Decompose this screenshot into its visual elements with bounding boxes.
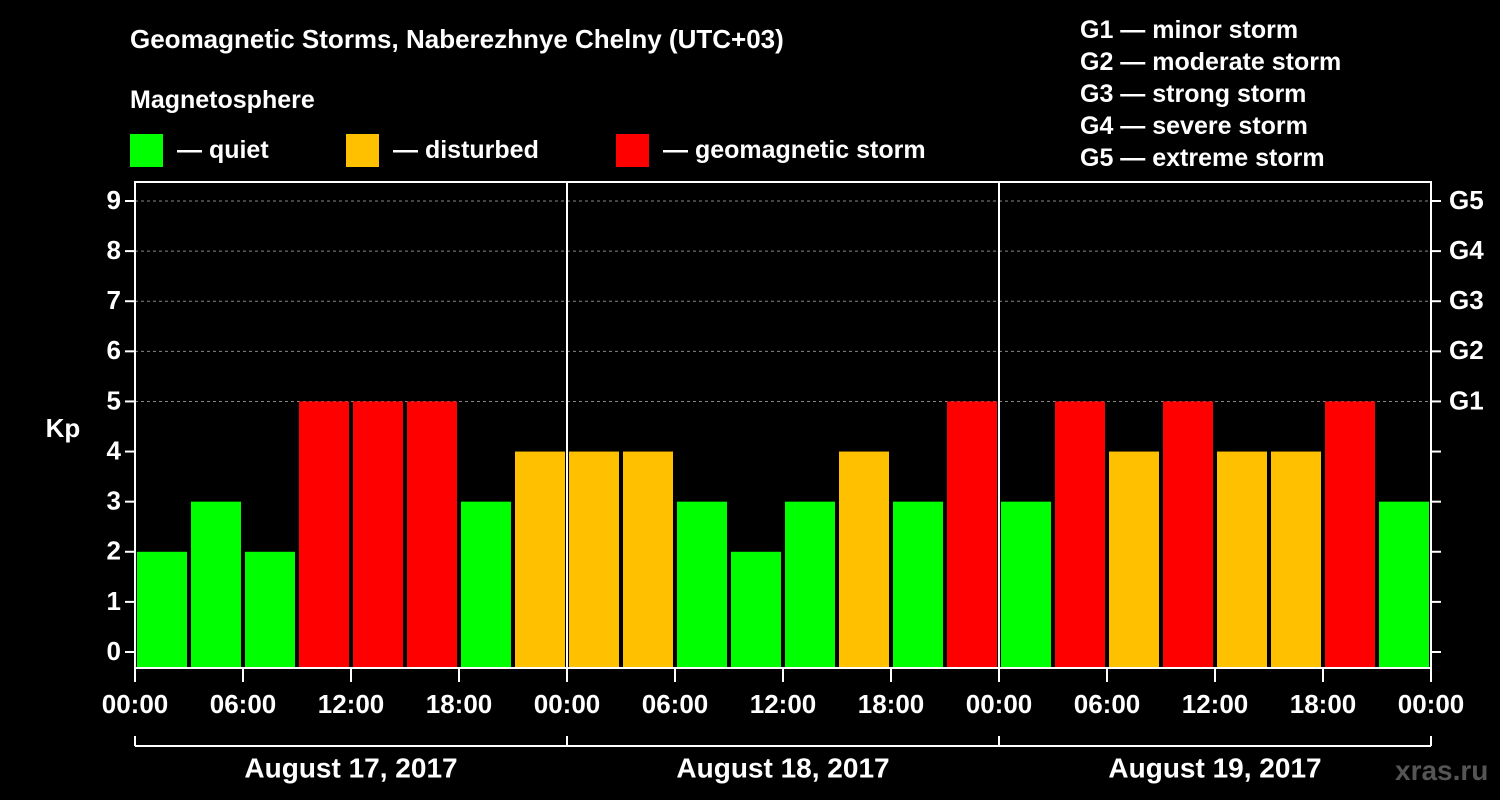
legend-label-quiet: — quiet — [177, 136, 269, 164]
y-tick-label-3: 3 — [107, 486, 121, 516]
g-scale-label-g2: G2 — [1449, 335, 1484, 365]
g-scale-legend: G1 — minor storm G2 — moderate storm G3 … — [1080, 14, 1341, 174]
kp-bar-9 — [623, 451, 673, 668]
x-tick-label-6: 12:00 — [750, 689, 817, 719]
kp-bar-4 — [353, 401, 403, 668]
y-tick-label-9: 9 — [107, 185, 121, 215]
kp-bar-1 — [191, 501, 241, 668]
legend-subtitle: Magnetosphere — [130, 86, 315, 114]
legend-label-disturbed: — disturbed — [393, 136, 539, 164]
y-tick-label-7: 7 — [107, 285, 121, 315]
y-tick-label-8: 8 — [107, 235, 121, 265]
legend-quiet: — quiet — [130, 134, 269, 167]
kp-bar-23 — [1379, 501, 1429, 668]
legend-swatch-disturbed — [346, 134, 379, 167]
day-label-2: August 19, 2017 — [1108, 752, 1321, 783]
x-tick-label-1: 06:00 — [210, 689, 277, 719]
x-tick-label-3: 18:00 — [426, 689, 493, 719]
x-tick-label-12: 00:00 — [1398, 689, 1465, 719]
g-scale-legend-g2: G2 — moderate storm — [1080, 48, 1342, 76]
g-scale-label-g5: G5 — [1449, 185, 1484, 215]
y-tick-label-2: 2 — [107, 536, 121, 566]
day-label-1: August 18, 2017 — [676, 752, 889, 783]
x-tick-label-5: 06:00 — [642, 689, 709, 719]
chart-title: Geomagnetic Storms, Naberezhnye Chelny (… — [130, 24, 784, 54]
kp-bar-16 — [1001, 501, 1051, 668]
g-scale-legend-g4: G4 — severe storm — [1080, 112, 1308, 140]
kp-bar-15 — [947, 401, 997, 668]
kp-bar-20 — [1217, 451, 1267, 668]
kp-bar-0 — [137, 551, 187, 668]
x-tick-label-10: 12:00 — [1182, 689, 1249, 719]
kp-bar-22 — [1325, 401, 1375, 668]
x-tick-label-9: 06:00 — [1074, 689, 1141, 719]
g-scale-legend-g5: G5 — extreme storm — [1080, 144, 1325, 172]
kp-bar-21 — [1271, 451, 1321, 668]
kp-bar-13 — [839, 451, 889, 668]
legend-disturbed: — disturbed — [346, 134, 539, 167]
y-axis-label: Kp — [46, 413, 81, 443]
kp-bar-10 — [677, 501, 727, 668]
g-scale-label-g4: G4 — [1449, 235, 1484, 265]
y-tick-label-0: 0 — [107, 636, 121, 666]
kp-bar-19 — [1163, 401, 1213, 668]
kp-bar-5 — [407, 401, 457, 668]
legend-label-storm: — geomagnetic storm — [663, 136, 926, 164]
kp-bar-11 — [731, 551, 781, 668]
legend-swatch-quiet — [130, 134, 163, 167]
x-tick-label-4: 00:00 — [534, 689, 601, 719]
kp-bar-6 — [461, 501, 511, 668]
x-tick-label-2: 12:00 — [318, 689, 385, 719]
kp-bar-2 — [245, 551, 295, 668]
x-tick-label-0: 00:00 — [102, 689, 169, 719]
kp-bar-14 — [893, 501, 943, 668]
kp-bar-18 — [1109, 451, 1159, 668]
legend-swatch-storm — [616, 134, 649, 167]
y-tick-label-5: 5 — [107, 385, 121, 415]
kp-bar-8 — [569, 451, 619, 668]
kp-bar-17 — [1055, 401, 1105, 668]
x-tick-label-11: 18:00 — [1290, 689, 1357, 719]
y-tick-label-1: 1 — [107, 586, 121, 616]
y-tick-label-4: 4 — [107, 435, 122, 465]
kp-bar-7 — [515, 451, 565, 668]
g-scale-label-g3: G3 — [1449, 285, 1484, 315]
g-scale-legend-g3: G3 — strong storm — [1080, 80, 1307, 108]
x-tick-label-7: 18:00 — [858, 689, 925, 719]
kp-bar-3 — [299, 401, 349, 668]
g-scale-legend-g1: G1 — minor storm — [1080, 16, 1299, 44]
day-label-0: August 17, 2017 — [244, 752, 457, 783]
kp-bar-12 — [785, 501, 835, 668]
g-scale-label-g1: G1 — [1449, 385, 1484, 415]
y-tick-label-6: 6 — [107, 335, 121, 365]
watermark: xras.ru — [1395, 755, 1489, 786]
x-tick-label-8: 00:00 — [966, 689, 1033, 719]
legend-storm: — geomagnetic storm — [616, 134, 926, 167]
